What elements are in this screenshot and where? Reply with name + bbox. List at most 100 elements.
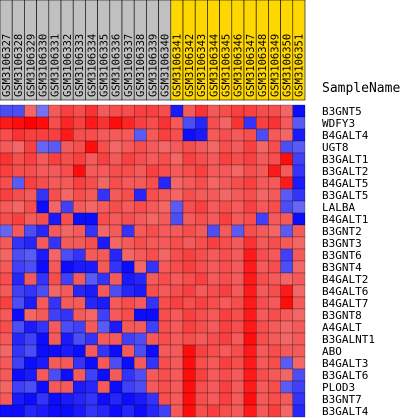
heatmap-cell bbox=[60, 140, 74, 154]
heatmap-cell bbox=[280, 152, 293, 166]
heatmap-cell bbox=[73, 380, 86, 394]
heatmap-cell bbox=[146, 140, 159, 154]
heatmap-cell bbox=[243, 236, 257, 250]
heatmap-cell bbox=[73, 152, 86, 166]
heatmap-cell bbox=[73, 272, 86, 286]
heatmap-cell bbox=[146, 320, 159, 334]
heatmap-cell bbox=[146, 284, 159, 298]
heatmap-cell bbox=[97, 152, 110, 166]
sample-label: GSM3106334 bbox=[86, 34, 98, 97]
heatmap-cell bbox=[97, 356, 110, 370]
heatmap-cell bbox=[170, 344, 184, 358]
heatmap-cell bbox=[207, 296, 220, 310]
heatmap-cell bbox=[121, 224, 135, 238]
heatmap-cell bbox=[243, 188, 257, 202]
heatmap-cell bbox=[231, 332, 245, 346]
heatmap-cell bbox=[268, 176, 281, 190]
heatmap-cell bbox=[24, 104, 37, 118]
heatmap-cell bbox=[146, 344, 159, 358]
heatmap-cell bbox=[219, 248, 232, 262]
heatmap-cell bbox=[158, 332, 171, 346]
heatmap-cell bbox=[60, 260, 74, 274]
heatmap-cell bbox=[48, 152, 62, 166]
heatmap-cell bbox=[231, 248, 245, 262]
heatmap-cell bbox=[97, 212, 110, 226]
heatmap-cell bbox=[97, 296, 110, 310]
heatmap-cell bbox=[268, 212, 281, 226]
sample-label: GSM3106351 bbox=[294, 34, 306, 97]
gene-label: B3GNT5 bbox=[322, 105, 362, 118]
heatmap-cell bbox=[134, 380, 147, 394]
heatmap-cell bbox=[73, 308, 86, 322]
heatmap-cell bbox=[134, 296, 147, 310]
heatmap-cell bbox=[12, 380, 25, 394]
heatmap-cell bbox=[170, 260, 184, 274]
heatmap-cell bbox=[36, 164, 49, 178]
heatmap-cell bbox=[256, 152, 269, 166]
heatmap-cell bbox=[85, 356, 98, 370]
heatmap-cell bbox=[170, 176, 184, 190]
heatmap-cell bbox=[36, 176, 49, 190]
heatmap-cell bbox=[231, 344, 245, 358]
heatmap-cell bbox=[170, 236, 184, 250]
sample-label: GSM3106347 bbox=[245, 34, 257, 97]
heatmap-cell bbox=[73, 368, 86, 382]
heatmap-cell bbox=[0, 248, 13, 262]
sample-label: GSM3106329 bbox=[25, 34, 37, 97]
heatmap-cell bbox=[231, 392, 245, 406]
heatmap-cell bbox=[256, 332, 269, 346]
heatmap-cell bbox=[0, 260, 13, 274]
heatmap-cell bbox=[158, 224, 171, 238]
heatmap-cell bbox=[219, 344, 232, 358]
heatmap-cell bbox=[36, 116, 49, 130]
heatmap-cell bbox=[85, 320, 98, 334]
heatmap-cell bbox=[170, 296, 184, 310]
sample-label: GSM3106345 bbox=[221, 34, 233, 97]
heatmap-cell bbox=[268, 260, 281, 274]
heatmap-cell bbox=[195, 260, 208, 274]
heatmap-cell bbox=[182, 356, 196, 370]
heatmap-cell bbox=[256, 104, 269, 118]
heatmap-cell bbox=[48, 224, 62, 238]
heatmap-cell bbox=[292, 200, 306, 214]
heatmap-cell bbox=[195, 212, 208, 226]
gene-label: B3GNT3 bbox=[322, 237, 362, 250]
heatmap-cell bbox=[109, 332, 123, 346]
heatmap-cell bbox=[36, 356, 49, 370]
heatmap-cell bbox=[0, 392, 13, 406]
heatmap-cell bbox=[243, 224, 257, 238]
heatmap-cell bbox=[219, 404, 232, 418]
heatmap-cell bbox=[134, 272, 147, 286]
heatmap-cell bbox=[73, 260, 86, 274]
heatmap-cell bbox=[60, 272, 74, 286]
heatmap-cell bbox=[256, 284, 269, 298]
heatmap-cell bbox=[73, 356, 86, 370]
heatmap-cell bbox=[0, 176, 13, 190]
heatmap-cell bbox=[0, 236, 13, 250]
heatmap-cell bbox=[0, 116, 13, 130]
heatmap-cell bbox=[24, 188, 37, 202]
heatmap-cell bbox=[134, 152, 147, 166]
heatmap-cell bbox=[97, 392, 110, 406]
heatmap-cell bbox=[219, 332, 232, 346]
heatmap-cell bbox=[36, 248, 49, 262]
heatmap-cell bbox=[195, 284, 208, 298]
heatmap-cell bbox=[36, 152, 49, 166]
heatmap-cell bbox=[292, 308, 306, 322]
sample-label: GSM3106343 bbox=[196, 34, 208, 97]
heatmap-cell bbox=[158, 308, 171, 322]
heatmap-cell bbox=[146, 104, 159, 118]
heatmap-cell bbox=[207, 188, 220, 202]
heatmap-cell bbox=[97, 200, 110, 214]
heatmap-cell bbox=[134, 368, 147, 382]
heatmap-cell bbox=[73, 404, 86, 418]
heatmap-cell bbox=[48, 332, 62, 346]
heatmap-cell bbox=[158, 392, 171, 406]
heatmap-cell bbox=[97, 248, 110, 262]
heatmap-cell bbox=[121, 284, 135, 298]
sample-label: GSM3106337 bbox=[123, 34, 135, 97]
heatmap-cell bbox=[146, 212, 159, 226]
heatmap-cell bbox=[121, 356, 135, 370]
heatmap-cell bbox=[85, 308, 98, 322]
heatmap-cell bbox=[292, 188, 306, 202]
